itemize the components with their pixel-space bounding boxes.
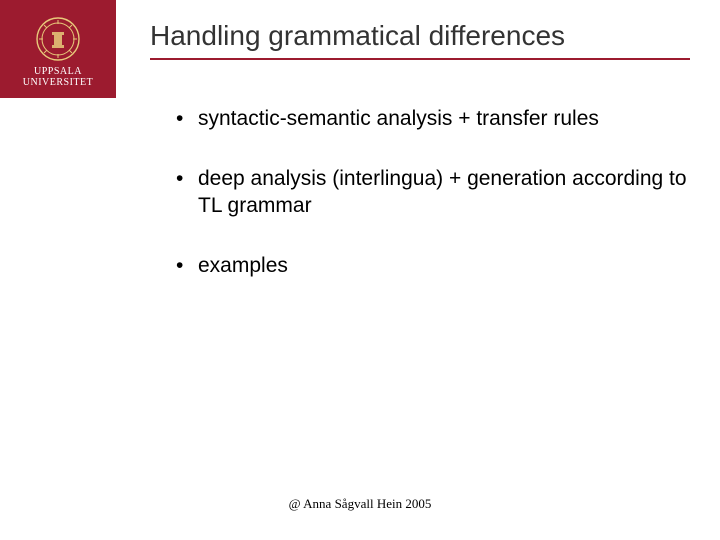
bullet-item: deep analysis (interlingua) + generation… [176,166,690,219]
slide: UPPSALA UNIVERSITET Handling grammatical… [0,0,720,540]
logo-text-line2: UNIVERSITET [23,77,94,88]
footer-attribution: @ Anna Sågvall Hein 2005 [0,496,720,512]
sidebar-logo-box: UPPSALA UNIVERSITET [0,0,116,98]
content-area: Handling grammatical differences syntact… [150,20,690,313]
university-seal-icon [35,16,81,62]
title-underline [150,58,690,60]
bullet-list: syntactic-semantic analysis + transfer r… [150,106,690,279]
slide-title: Handling grammatical differences [150,20,690,52]
bullet-item: syntactic-semantic analysis + transfer r… [176,106,690,132]
logo-text-line1: UPPSALA [34,66,82,77]
bullet-item: examples [176,253,690,279]
